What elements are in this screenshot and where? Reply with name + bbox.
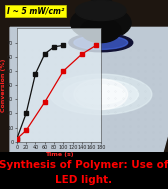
Ellipse shape [63, 79, 138, 109]
Text: Synthesis of Polymer: Use of: Synthesis of Polymer: Use of [0, 160, 168, 170]
Y-axis label: Conversion (%): Conversion (%) [1, 58, 6, 112]
Ellipse shape [77, 85, 125, 104]
Ellipse shape [76, 1, 126, 21]
Polygon shape [10, 27, 168, 152]
Ellipse shape [81, 18, 121, 43]
Text: I ~ 5 mW/cm²: I ~ 5 mW/cm² [7, 7, 64, 16]
Ellipse shape [71, 6, 131, 40]
Ellipse shape [69, 33, 133, 52]
X-axis label: Time (s): Time (s) [45, 152, 73, 157]
Bar [91, 0, 111, 43]
Ellipse shape [74, 79, 128, 110]
Text: LED light.: LED light. [55, 176, 113, 185]
Ellipse shape [74, 36, 128, 50]
Ellipse shape [50, 74, 152, 115]
